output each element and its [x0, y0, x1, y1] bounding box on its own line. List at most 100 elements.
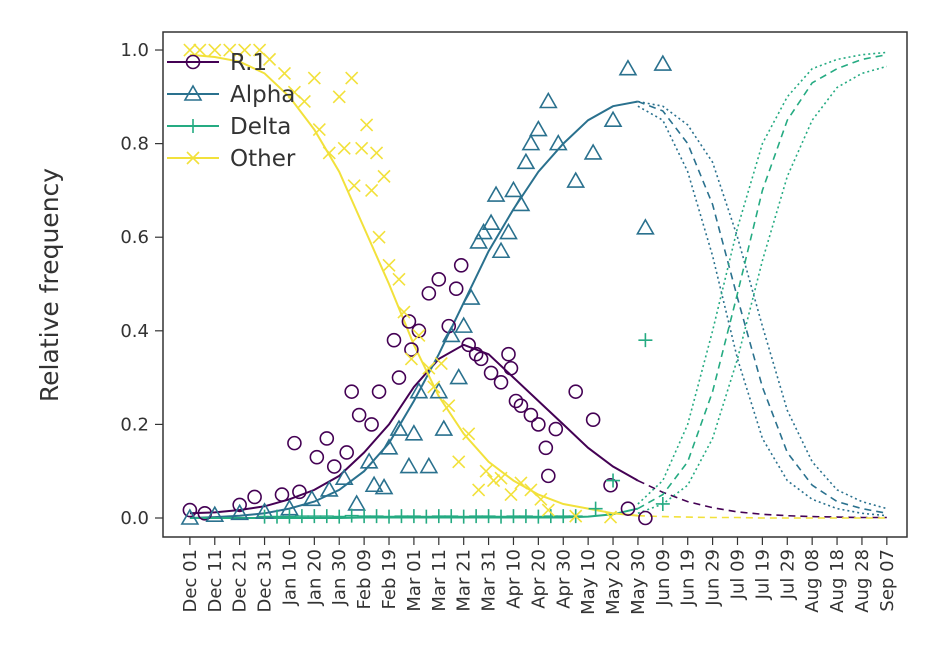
data-point — [620, 501, 636, 516]
legend-label: Other — [230, 146, 296, 172]
data-point — [277, 66, 292, 80]
data-point — [364, 475, 384, 493]
fit-line — [637, 105, 887, 517]
data-point — [456, 509, 471, 524]
x-tick-label: Dec 11 — [205, 549, 226, 612]
data-point — [307, 71, 321, 85]
data-point — [653, 54, 673, 71]
data-point — [441, 325, 461, 343]
fit-line — [637, 479, 887, 519]
data-point — [223, 43, 237, 57]
data-point — [448, 281, 464, 296]
data-point — [392, 272, 406, 286]
data-point — [472, 483, 486, 497]
y-tick-label: 0.4 — [120, 321, 149, 342]
data-point — [412, 328, 426, 343]
x-tick-label: Jan 30 — [329, 549, 350, 606]
data-point — [538, 91, 558, 109]
data-point — [292, 484, 307, 500]
data-point — [351, 407, 367, 423]
data-point — [389, 419, 409, 436]
data-point — [603, 477, 618, 493]
data-point — [344, 508, 359, 523]
data-point — [486, 185, 506, 202]
data-point — [444, 509, 459, 524]
x-tick-label: Mar 01 — [404, 549, 425, 612]
data-point — [377, 169, 391, 183]
data-point — [337, 141, 351, 155]
data-point — [504, 488, 518, 502]
x-tick-label: Apr 20 — [528, 549, 549, 609]
fit-line — [637, 53, 887, 510]
data-point — [431, 272, 447, 287]
data-point — [474, 222, 493, 240]
data-point — [359, 452, 379, 469]
x-tick-label: May 30 — [628, 549, 649, 615]
x-tick-label: May 20 — [603, 549, 624, 615]
data-point — [365, 183, 379, 197]
data-point — [312, 123, 326, 137]
y-tick-label: 0.0 — [120, 508, 149, 529]
x-tick-label: Dec 21 — [230, 549, 251, 612]
x-tick-label: Jun 29 — [703, 549, 724, 607]
data-point — [419, 509, 434, 524]
data-point — [499, 222, 518, 240]
data-point — [481, 509, 496, 524]
data-point — [541, 468, 556, 484]
data-point — [503, 360, 519, 376]
data-point — [427, 380, 441, 394]
data-point — [583, 143, 603, 160]
data-point — [483, 365, 499, 381]
data-point — [486, 473, 501, 488]
data-point — [473, 351, 489, 367]
data-point — [606, 473, 621, 488]
data-point — [588, 501, 603, 516]
data-point — [508, 393, 524, 409]
data-point — [556, 509, 571, 524]
x-tick-label: Jan 20 — [304, 549, 325, 606]
data-point — [638, 510, 653, 526]
data-point — [479, 464, 493, 478]
data-point — [454, 316, 474, 333]
data-point — [442, 399, 456, 413]
x-tick-label: Jul 19 — [752, 549, 773, 600]
x-tick-label: Dec 31 — [255, 549, 276, 612]
data-point — [404, 342, 419, 357]
data-point — [369, 509, 384, 524]
data-point — [374, 477, 394, 495]
data-point — [429, 382, 449, 399]
data-point — [238, 43, 252, 57]
fit-line — [189, 53, 638, 517]
fit-line — [637, 100, 887, 515]
data-point — [208, 43, 222, 57]
data-point — [391, 370, 407, 385]
x-tick-label: Aug 18 — [827, 549, 848, 613]
data-point — [434, 419, 454, 436]
x-tick-label: Jun 09 — [653, 549, 674, 607]
legend-marker — [183, 84, 203, 101]
fit-line — [637, 65, 888, 515]
data-point — [347, 494, 367, 511]
data-point — [370, 146, 384, 160]
data-point — [357, 509, 372, 524]
data-point — [636, 218, 655, 235]
legend-label: Alpha — [230, 82, 295, 108]
data-point — [541, 503, 555, 517]
data-point — [618, 59, 638, 76]
data-point — [585, 412, 601, 428]
data-point — [334, 468, 354, 486]
plot-frame — [162, 31, 908, 538]
data-point — [569, 509, 583, 523]
data-point — [528, 119, 548, 137]
x-tick-label: May 10 — [578, 549, 599, 615]
x-tick-label: Jul 09 — [727, 549, 748, 600]
data-point — [481, 213, 501, 230]
y-tick-label: 0.8 — [120, 134, 149, 155]
x-tick-label: Feb 19 — [379, 549, 400, 610]
data-point — [360, 118, 374, 132]
data-point — [232, 497, 247, 513]
x-tick-label: Sep 07 — [877, 549, 898, 612]
data-point — [422, 361, 436, 375]
data-point — [404, 424, 424, 441]
